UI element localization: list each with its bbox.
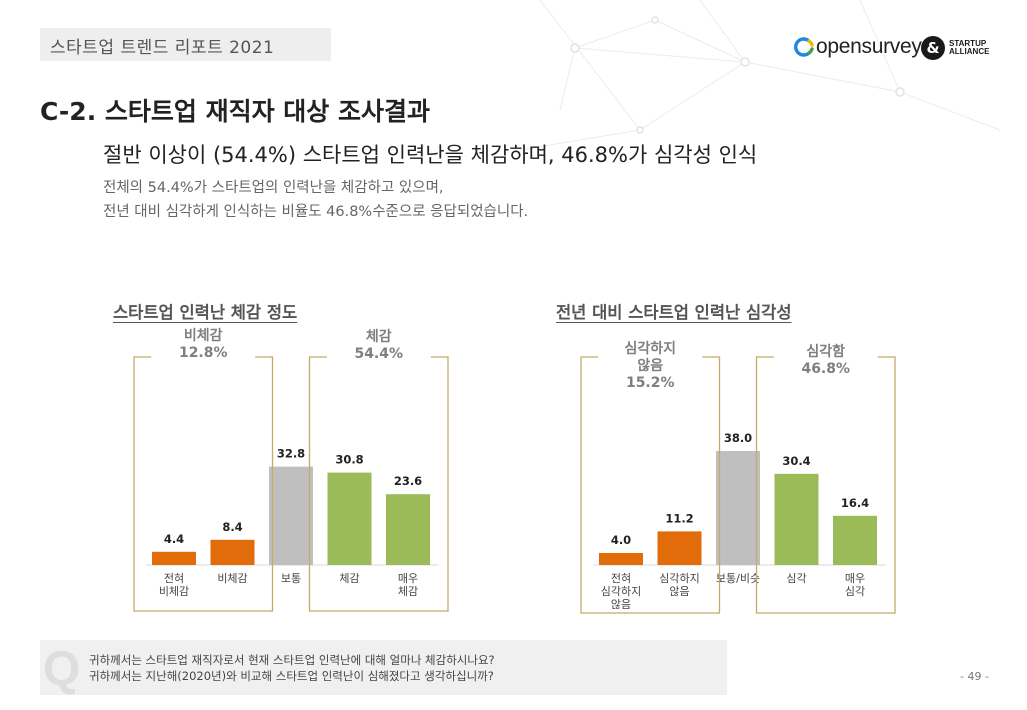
bar-1: [657, 531, 702, 565]
category-label-3: 체감: [339, 572, 359, 585]
bar-2: [269, 466, 313, 565]
question-line-1: 귀하께서는 스타트업 재직자로서 현재 스타트업 인력난에 대해 얼마나 체감하…: [89, 653, 495, 667]
startup-alliance-wordmark: STARTUP ALLIANCE: [949, 39, 990, 56]
chart-1-title: 스타트업 인력난 체감 정도: [113, 303, 298, 322]
bar-value-label-0: 4.4: [164, 532, 184, 546]
category-label-2: 보통: [281, 572, 301, 585]
group-bracket-1: [308, 356, 449, 612]
page-number: - 49 -: [960, 670, 989, 683]
group-label-1: 심각함 46.8%: [801, 343, 850, 377]
group-label-1: 체감 54.4%: [354, 328, 403, 362]
category-label-0: 전혀 심각하지 않음: [601, 572, 641, 611]
bar-3: [774, 473, 819, 565]
bar-0: [599, 553, 643, 565]
ampersand-icon: &: [921, 36, 945, 60]
group-bracket-1: [755, 356, 896, 614]
category-label-0: 전혀 비체감: [159, 572, 189, 598]
startup-alliance-logo: & STARTUP ALLIANCE: [921, 35, 989, 61]
description-line-1: 전체의 54.4%가 스타트업의 인력난을 체감하고 있으며,: [103, 180, 444, 196]
headline: 절반 이상이 (54.4%) 스타트업 인력난을 체감하며, 46.8%가 심각…: [103, 143, 758, 167]
chart-2-title: 전년 대비 스타트업 인력난 심각성: [556, 303, 792, 322]
bar-3: [327, 472, 372, 565]
opensurvey-wordmark: opensurvey: [816, 35, 922, 58]
bar-value-label-3: 30.8: [335, 453, 363, 467]
bar-4: [833, 515, 877, 565]
group-bracket-0: [580, 356, 721, 614]
bar-1: [210, 539, 255, 565]
report-tag-label: 스타트업 트렌드 리포트 2021: [50, 38, 275, 58]
opensurvey-mark-icon: [794, 37, 814, 57]
bar-value-label-3: 30.4: [782, 454, 810, 468]
bar-value-label-0: 4.0: [611, 533, 631, 547]
bar-4: [386, 494, 430, 565]
question-line-2: 귀하께서는 지난해(2020년)와 비교해 스타트업 인력난이 심해졌다고 생각…: [89, 669, 494, 683]
group-bracket-0: [133, 356, 274, 612]
bar-value-label-4: 23.6: [394, 474, 422, 488]
bar-0: [152, 551, 196, 565]
bar-2: [716, 451, 760, 565]
bar-value-label-1: 8.4: [222, 520, 242, 534]
description-line-2: 전년 대비 심각하게 인식하는 비율도 46.8%수준으로 응답되었습니다.: [103, 204, 529, 220]
category-label-3: 심각: [786, 572, 806, 585]
question-q-icon: Q: [43, 643, 81, 696]
bar-value-label-2: 38.0: [724, 431, 752, 445]
category-label-4: 매우 심각: [845, 572, 865, 598]
group-label-0: 심각하지 않음 15.2%: [624, 340, 676, 391]
category-label-1: 심각하지 않음: [659, 571, 699, 598]
question-box: Q 귀하께서는 스타트업 재직자로서 현재 스타트업 인력난에 대해 얼마나 체…: [40, 640, 727, 696]
description: 전체의 54.4%가 스타트업의 인력난을 체감하고 있으며, 전년 대비 심각…: [103, 176, 528, 224]
report-tag: 스타트업 트렌드 리포트 2021: [40, 28, 331, 61]
section-title: C-2. 스타트업 재직자 대상 조사결과: [40, 97, 431, 126]
category-label-2: 보통/비슷: [716, 572, 760, 585]
group-label-0: 비체감 12.8%: [179, 327, 228, 361]
category-label-4: 매우 체감: [398, 572, 418, 598]
bar-value-label-4: 16.4: [841, 496, 869, 510]
bar-value-label-2: 32.8: [277, 447, 305, 461]
opensurvey-logo: opensurvey: [793, 34, 922, 60]
category-label-1: 비체감: [217, 572, 247, 585]
bar-value-label-1: 11.2: [665, 511, 693, 525]
